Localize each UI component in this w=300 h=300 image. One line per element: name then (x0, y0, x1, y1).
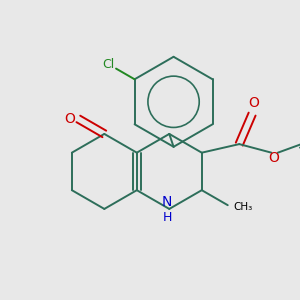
Text: O: O (64, 112, 75, 126)
Text: O: O (248, 96, 259, 110)
Text: H: H (163, 211, 172, 224)
Text: O: O (268, 151, 279, 165)
Text: CH₃: CH₃ (233, 202, 252, 212)
Text: N: N (162, 196, 172, 209)
Text: Cl: Cl (103, 58, 115, 71)
